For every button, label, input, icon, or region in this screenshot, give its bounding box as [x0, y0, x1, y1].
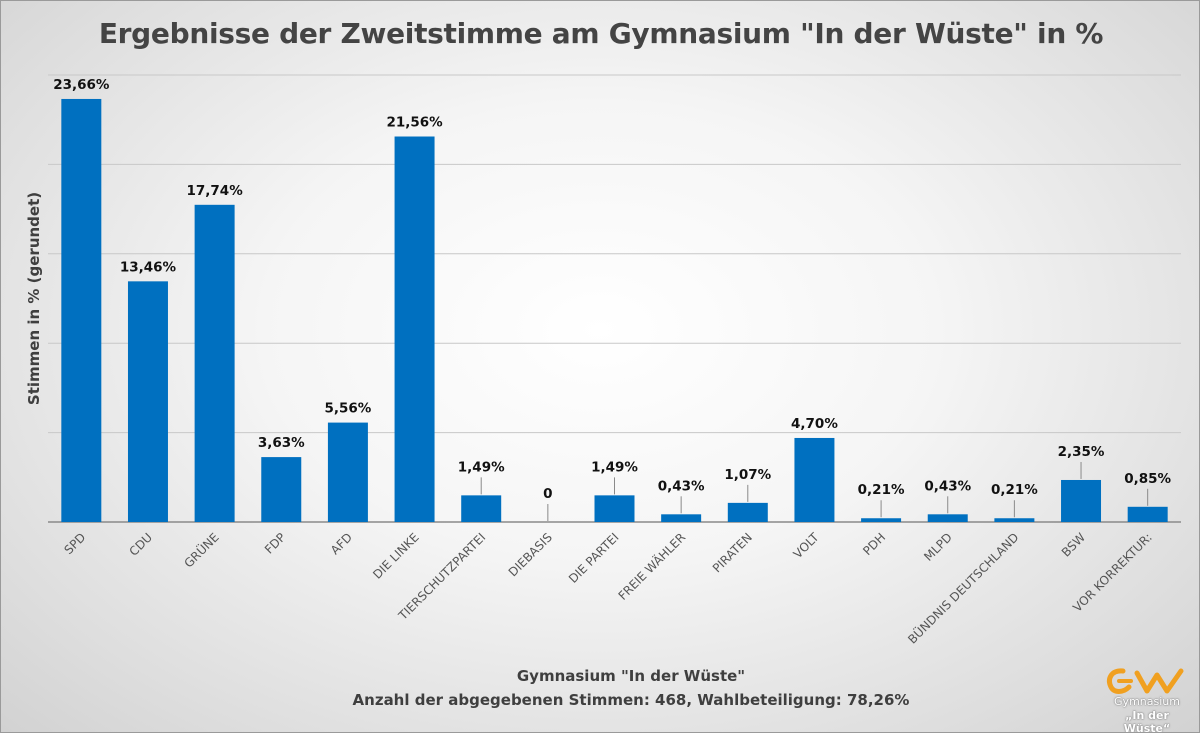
data-label: 3,63%: [258, 435, 305, 451]
data-label: 1,49%: [591, 459, 638, 475]
bar: [1127, 506, 1168, 522]
logo-mark-icon: [1107, 668, 1184, 694]
bar: [861, 518, 902, 522]
school-logo: Gymnasium „In der Wüste“: [1101, 667, 1193, 732]
y-axis-label: Stimmen in % (gerundet): [25, 192, 43, 405]
bar: [994, 518, 1035, 522]
bar: [61, 98, 102, 522]
data-label: 2,35%: [1058, 444, 1105, 460]
data-label: 0,43%: [658, 478, 705, 494]
data-label: 0,21%: [991, 482, 1038, 498]
data-label: 5,56%: [324, 401, 371, 417]
data-label: 1,49%: [458, 459, 505, 475]
category-label: PIRATEN: [710, 530, 755, 575]
bar: [1061, 479, 1102, 522]
data-label: 0,43%: [924, 478, 971, 494]
data-label: 0,21%: [858, 482, 905, 498]
category-label: PDH: [860, 530, 888, 558]
logo-text-line-2: „In der Wüste“: [1123, 709, 1171, 733]
data-label: 4,70%: [791, 416, 838, 432]
data-label: 0,85%: [1124, 471, 1171, 487]
data-label: 13,46%: [120, 259, 177, 275]
bar: [794, 437, 835, 522]
category-label: DIE PARTEI: [566, 530, 622, 586]
data-label: 21,56%: [386, 115, 443, 131]
x-axis-caption-line-1: Gymnasium "In der Wüste": [516, 667, 746, 685]
chart-title: Ergebnisse der Zweitstimme am Gymnasium …: [98, 17, 1104, 50]
bar: [194, 204, 235, 522]
bar: [594, 495, 635, 522]
category-label: BSW: [1059, 530, 1088, 559]
bar: [261, 457, 302, 522]
category-label: GRÜNE: [180, 529, 222, 571]
bar: [927, 514, 968, 522]
category-label: CDU: [127, 530, 156, 559]
data-label: 1,07%: [724, 467, 771, 483]
bar: [327, 422, 368, 522]
logo-text-line-1: Gymnasium: [1114, 695, 1180, 708]
bar: [661, 514, 702, 522]
category-label: FREIE WÄHLER: [615, 530, 688, 603]
bar: [727, 502, 768, 522]
bar: [461, 495, 502, 522]
data-label: 0: [543, 486, 552, 502]
category-label: MLPD: [921, 530, 955, 564]
data-label: 17,74%: [187, 183, 244, 199]
category-label: SPD: [62, 530, 89, 557]
category-label: AFD: [328, 530, 355, 557]
category-label: VOLT: [791, 530, 822, 561]
bar: [127, 281, 168, 522]
category-label: DIE LINKE: [370, 530, 421, 581]
category-label: BÜNDNIS DEUTSCHLAND: [904, 529, 1022, 647]
data-label: 23,66%: [53, 77, 110, 93]
x-axis-caption-line-2: Anzahl der abgegebenen Stimmen: 468, Wah…: [352, 691, 910, 709]
bar: [394, 136, 435, 522]
category-label: DIEBASIS: [506, 530, 555, 579]
category-label: FDP: [262, 530, 288, 556]
